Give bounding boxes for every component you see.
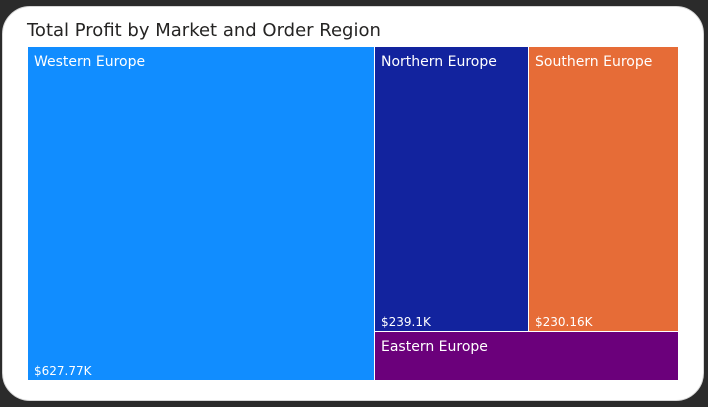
tile-western-europe[interactable]: Western Europe $627.77K bbox=[28, 47, 374, 380]
tile-label: Southern Europe bbox=[535, 54, 653, 70]
tile-value: $239.1K bbox=[381, 315, 431, 329]
tile-eastern-europe[interactable]: Eastern Europe bbox=[375, 332, 678, 380]
tile-northern-europe[interactable]: Northern Europe $239.1K bbox=[375, 47, 528, 331]
tile-value: $627.77K bbox=[34, 364, 92, 378]
tile-value: $230.16K bbox=[535, 315, 593, 329]
tile-label: Western Europe bbox=[34, 54, 146, 70]
tile-label: Eastern Europe bbox=[381, 339, 488, 355]
tile-label: Northern Europe bbox=[381, 54, 497, 70]
tile-southern-europe[interactable]: Southern Europe $230.16K bbox=[529, 47, 678, 331]
chart-title: Total Profit by Market and Order Region bbox=[27, 20, 381, 41]
